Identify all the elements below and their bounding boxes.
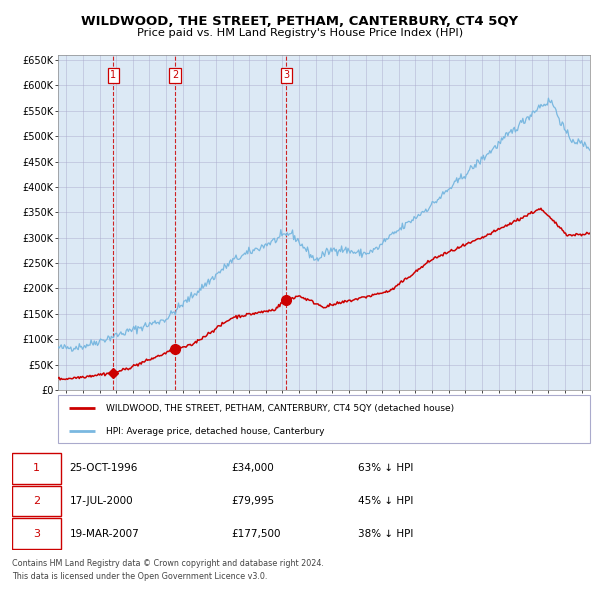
Text: WILDWOOD, THE STREET, PETHAM, CANTERBURY, CT4 5QY (detached house): WILDWOOD, THE STREET, PETHAM, CANTERBURY…: [106, 404, 454, 413]
Text: 19-MAR-2007: 19-MAR-2007: [70, 529, 139, 539]
FancyBboxPatch shape: [12, 453, 61, 484]
Text: 63% ↓ HPI: 63% ↓ HPI: [358, 463, 413, 473]
Text: 38% ↓ HPI: 38% ↓ HPI: [358, 529, 413, 539]
Text: 17-JUL-2000: 17-JUL-2000: [70, 496, 133, 506]
Text: 1: 1: [33, 463, 40, 473]
Text: 45% ↓ HPI: 45% ↓ HPI: [358, 496, 413, 506]
Text: WILDWOOD, THE STREET, PETHAM, CANTERBURY, CT4 5QY: WILDWOOD, THE STREET, PETHAM, CANTERBURY…: [82, 15, 518, 28]
Text: 2: 2: [172, 70, 178, 80]
FancyBboxPatch shape: [58, 395, 590, 443]
Text: 1: 1: [110, 70, 116, 80]
Text: Price paid vs. HM Land Registry's House Price Index (HPI): Price paid vs. HM Land Registry's House …: [137, 28, 463, 38]
Text: HPI: Average price, detached house, Canterbury: HPI: Average price, detached house, Cant…: [106, 427, 325, 435]
Text: 3: 3: [283, 70, 289, 80]
Text: Contains HM Land Registry data © Crown copyright and database right 2024.: Contains HM Land Registry data © Crown c…: [12, 559, 324, 568]
Text: 2: 2: [33, 496, 40, 506]
Text: £79,995: £79,995: [231, 496, 274, 506]
Text: £177,500: £177,500: [231, 529, 280, 539]
FancyBboxPatch shape: [12, 519, 61, 549]
Text: This data is licensed under the Open Government Licence v3.0.: This data is licensed under the Open Gov…: [12, 572, 268, 581]
Text: 3: 3: [33, 529, 40, 539]
Text: 25-OCT-1996: 25-OCT-1996: [70, 463, 138, 473]
Text: £34,000: £34,000: [231, 463, 274, 473]
FancyBboxPatch shape: [12, 486, 61, 516]
